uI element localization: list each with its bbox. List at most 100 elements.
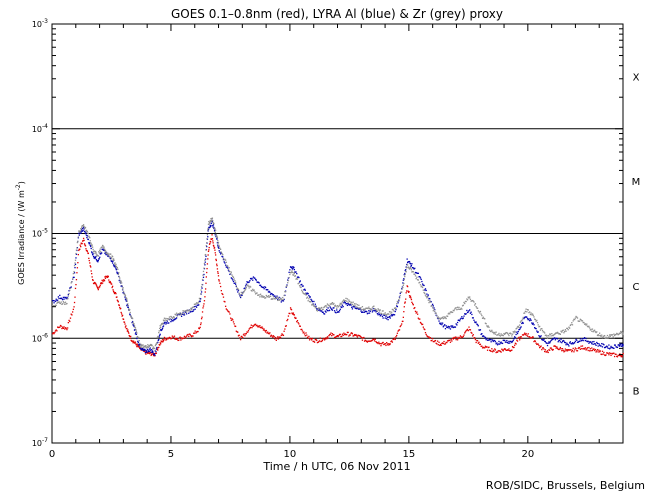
- data-point: [94, 282, 97, 284]
- data-point: [142, 344, 144, 346]
- data-point: [333, 310, 336, 312]
- data-point: [279, 336, 282, 339]
- data-point: [277, 338, 280, 340]
- data-point: [489, 330, 492, 333]
- data-point: [348, 299, 350, 301]
- data-point: [525, 332, 527, 335]
- data-point: [328, 305, 331, 307]
- data-point: [406, 261, 409, 264]
- data-point: [457, 308, 459, 310]
- data-point: [603, 346, 606, 349]
- data-point: [444, 343, 446, 345]
- data-point: [109, 280, 111, 283]
- data-point: [408, 260, 411, 263]
- data-point: [119, 306, 121, 309]
- data-point: [456, 336, 458, 338]
- data-point: [157, 341, 159, 343]
- data-point: [90, 247, 92, 250]
- data-point: [561, 330, 564, 332]
- data-point: [316, 341, 319, 344]
- data-point: [611, 334, 613, 336]
- data-point: [139, 343, 141, 346]
- data-point: [262, 295, 264, 297]
- data-point: [500, 333, 502, 335]
- data-point: [247, 331, 249, 333]
- data-point: [168, 322, 170, 324]
- data-point: [391, 311, 393, 313]
- data-point: [318, 340, 321, 342]
- data-point: [128, 308, 130, 310]
- data-point: [296, 272, 298, 275]
- data-point: [100, 253, 102, 255]
- data-point: [217, 241, 220, 244]
- data-point: [615, 353, 617, 356]
- data-point: [544, 332, 546, 334]
- data-point: [212, 240, 214, 242]
- data-point: [161, 323, 164, 325]
- data-point: [295, 271, 297, 273]
- data-point: [338, 309, 341, 312]
- data-point: [532, 322, 534, 324]
- data-point: [147, 348, 149, 350]
- data-point: [92, 251, 95, 253]
- data-point: [117, 300, 119, 302]
- data-point: [606, 345, 608, 347]
- data-point: [440, 317, 442, 319]
- data-point: [205, 244, 207, 247]
- data-point: [554, 332, 557, 335]
- data-point: [396, 305, 398, 307]
- data-point: [107, 254, 109, 256]
- data-point: [207, 223, 210, 225]
- data-point: [606, 346, 609, 348]
- data-point: [167, 322, 169, 324]
- data-point: [478, 341, 480, 343]
- data-point: [596, 331, 598, 333]
- data-point: [591, 343, 593, 345]
- data-point: [172, 336, 174, 339]
- data-point: [313, 300, 315, 303]
- data-point: [235, 330, 237, 332]
- data-point: [273, 297, 275, 300]
- data-point: [490, 350, 492, 353]
- data-point: [264, 329, 266, 332]
- data-point: [59, 302, 61, 304]
- data-point: [459, 308, 461, 311]
- data-point: [255, 292, 257, 294]
- data-point: [427, 299, 429, 301]
- data-point: [346, 331, 349, 334]
- data-point: [69, 320, 71, 323]
- data-point: [366, 307, 369, 309]
- data-point: [228, 267, 230, 269]
- data-point: [480, 313, 482, 315]
- data-point: [218, 280, 220, 282]
- data-point: [351, 308, 354, 310]
- data-point: [401, 291, 403, 293]
- data-point: [73, 306, 75, 308]
- data-point: [371, 339, 374, 341]
- data-point: [177, 339, 179, 342]
- data-point: [341, 333, 344, 335]
- data-point: [304, 289, 306, 291]
- data-point: [342, 305, 344, 308]
- data-point: [583, 347, 585, 350]
- data-point: [598, 349, 600, 351]
- data-point: [516, 332, 519, 335]
- data-point: [466, 311, 469, 314]
- data-point: [182, 312, 184, 314]
- data-point: [361, 306, 364, 308]
- data-point: [597, 351, 599, 353]
- data-point: [79, 244, 81, 246]
- data-point: [62, 296, 65, 299]
- data-point: [605, 346, 607, 348]
- data-point: [86, 250, 89, 252]
- data-point: [100, 281, 102, 284]
- data-point: [561, 348, 564, 350]
- data-point: [359, 308, 361, 310]
- data-point: [388, 313, 390, 315]
- data-point: [431, 337, 434, 340]
- data-point: [204, 288, 207, 290]
- data-point: [287, 279, 290, 282]
- data-point: [564, 348, 567, 350]
- data-point: [202, 305, 205, 307]
- data-point: [138, 336, 140, 339]
